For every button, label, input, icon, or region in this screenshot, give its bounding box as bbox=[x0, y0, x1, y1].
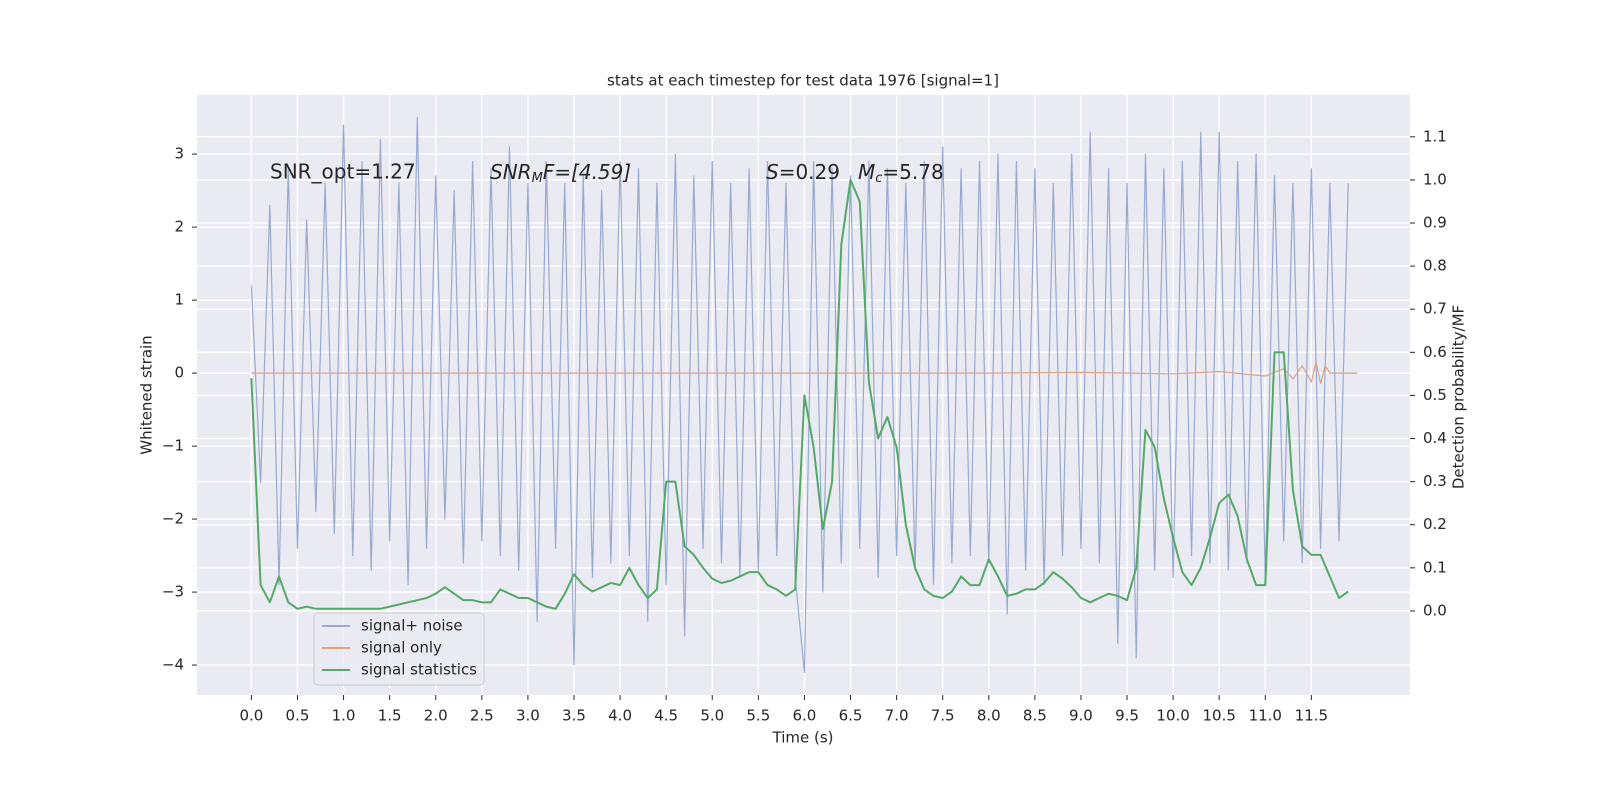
y2-tick-label: 0.4 bbox=[1423, 429, 1447, 447]
y-tick-label: −4 bbox=[162, 656, 184, 674]
legend-label: signal statistics bbox=[361, 661, 477, 679]
chart-title: stats at each timestep for test data 197… bbox=[607, 72, 999, 90]
x-tick-label: 9.0 bbox=[1069, 707, 1093, 725]
annotation: Mc=5.78 bbox=[858, 160, 944, 186]
y2-tick-label: 0.3 bbox=[1423, 472, 1447, 490]
x-tick-label: 6.0 bbox=[792, 707, 816, 725]
x-tick-label: 0.0 bbox=[239, 707, 263, 725]
annotation-part: =0.29 bbox=[779, 160, 840, 184]
series-line bbox=[250, 178, 1349, 610]
y-tick-label: 1 bbox=[174, 291, 184, 309]
y2-tick-label: 0.0 bbox=[1423, 601, 1447, 619]
x-tick-label: 8.5 bbox=[1023, 707, 1047, 725]
annotation: S=0.29 bbox=[766, 160, 840, 184]
y2-tick-label: 0.2 bbox=[1423, 515, 1447, 533]
x-tick-label: 1.5 bbox=[378, 707, 402, 725]
x-tick-label: 5.0 bbox=[700, 707, 724, 725]
x-tick-label: 8.0 bbox=[977, 707, 1001, 725]
y2-tick-label: 0.5 bbox=[1423, 386, 1447, 404]
x-tick-label: 10.0 bbox=[1156, 707, 1189, 725]
marks bbox=[250, 117, 1358, 673]
x-tick-label: 4.0 bbox=[608, 707, 632, 725]
x-tick-label: 1.0 bbox=[332, 707, 356, 725]
annotation-part: SNR bbox=[490, 160, 532, 184]
legend: signal+ noise signal only signal statistic… bbox=[313, 612, 485, 686]
annotation-part: c bbox=[875, 171, 882, 186]
x-axis-label: Time (s) bbox=[772, 729, 834, 747]
y-tick-label: 3 bbox=[174, 145, 184, 163]
x-tick-label: 2.0 bbox=[424, 707, 448, 725]
x-tick-label: 6.5 bbox=[839, 707, 863, 725]
annotation-part: M bbox=[532, 171, 543, 186]
legend-label: signal only bbox=[361, 639, 442, 657]
y-tick-label: 0 bbox=[174, 364, 184, 382]
x-tick-label: 5.5 bbox=[746, 707, 770, 725]
y2-tick-label: 1.0 bbox=[1423, 170, 1447, 188]
annotation: SNR_opt=1.27 bbox=[270, 160, 416, 184]
annotation: SNRMF=[4.59] bbox=[490, 160, 631, 186]
x-tick-label: 4.5 bbox=[654, 707, 678, 725]
x-tick-label: 7.0 bbox=[885, 707, 909, 725]
x-tick-label: 11.0 bbox=[1249, 707, 1282, 725]
y-tick-label: −2 bbox=[162, 510, 184, 528]
x-tick-label: 3.0 bbox=[516, 707, 540, 725]
y-tick-label: −1 bbox=[162, 437, 184, 455]
y-axis-label: Whitened strain bbox=[138, 335, 156, 454]
annotations: SNR_opt=1.27 SNRMF=[4.59] S=0.29 Mc=5.78 bbox=[270, 160, 944, 186]
y2-axis-label: Detection probability/MF bbox=[1450, 305, 1468, 489]
x-tick-label: 10.5 bbox=[1202, 707, 1235, 725]
annotation-part: F=[4.59] bbox=[543, 160, 631, 184]
x-tick-label: 0.5 bbox=[286, 707, 310, 725]
x-tick-label: 7.5 bbox=[931, 707, 955, 725]
y-tick-label: 2 bbox=[174, 218, 184, 236]
legend-label: signal+ noise bbox=[361, 617, 463, 635]
x-tick-label: 11.5 bbox=[1295, 707, 1328, 725]
x-tick-label: 3.5 bbox=[562, 707, 586, 725]
annotation-part: S bbox=[766, 160, 779, 184]
y2-tick-label: 0.1 bbox=[1423, 558, 1447, 576]
y2-tick-label: 0.8 bbox=[1423, 257, 1447, 275]
y2-tick-label: 0.6 bbox=[1423, 343, 1447, 361]
annotation-part: M bbox=[858, 160, 875, 184]
x-tick-label: 9.5 bbox=[1115, 707, 1139, 725]
annotation-part: =5.78 bbox=[882, 160, 943, 184]
y2-tick-label: 0.9 bbox=[1423, 214, 1447, 232]
series-line bbox=[250, 117, 1349, 673]
y2-tick-label: 1.1 bbox=[1423, 127, 1447, 145]
legend-box bbox=[313, 612, 485, 686]
y-tick-label: −3 bbox=[162, 583, 184, 601]
y2-tick-label: 0.7 bbox=[1423, 300, 1447, 318]
x-tick-label: 2.5 bbox=[470, 707, 494, 725]
